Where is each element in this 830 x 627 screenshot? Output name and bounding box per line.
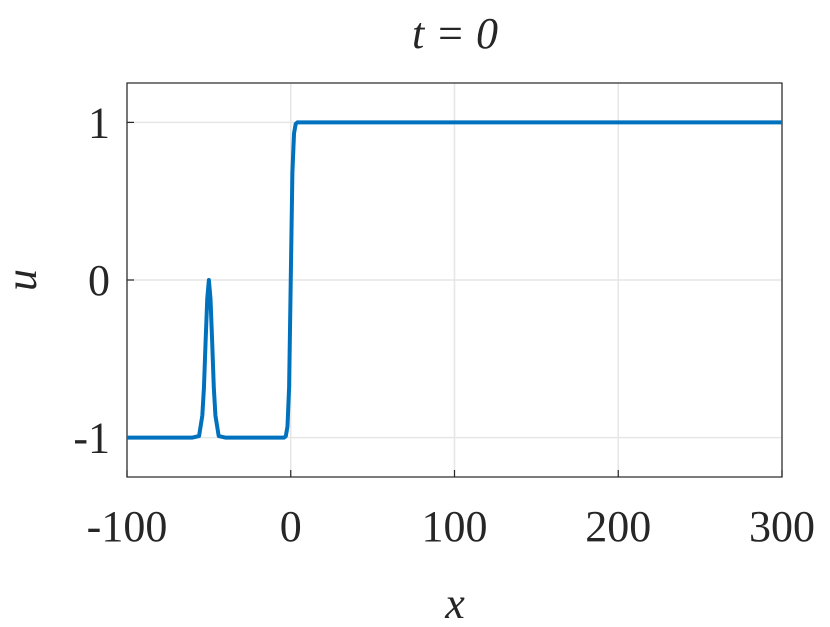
x-tick-label: 0	[280, 502, 302, 551]
x-tick-label: 300	[749, 502, 815, 551]
y-tick-label: 1	[88, 98, 110, 147]
y-tick-label: -1	[73, 414, 110, 463]
chart-title: t = 0	[412, 9, 498, 58]
y-tick-label: 0	[88, 256, 110, 305]
y-axis-label: u	[0, 269, 46, 291]
x-axis-label: x	[444, 579, 465, 627]
axes-box	[126, 82, 783, 478]
x-tick-label: -100	[87, 502, 168, 551]
data-line	[127, 120, 782, 440]
x-tick-label: 200	[585, 502, 651, 551]
x-tick-label: 100	[422, 502, 488, 551]
